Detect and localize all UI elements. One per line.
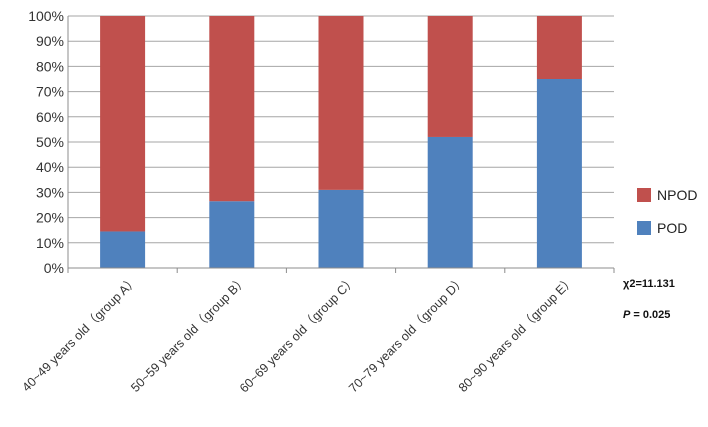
bar-pod-3 bbox=[318, 189, 364, 268]
legend-swatch-npod bbox=[637, 188, 651, 202]
x-tick-label: 50~59 years old（group B） bbox=[128, 273, 250, 395]
bar-pod-1 bbox=[100, 231, 146, 268]
bar-npod-1 bbox=[100, 16, 146, 232]
bar-npod-5 bbox=[536, 16, 582, 79]
p-label: P bbox=[623, 309, 631, 321]
legend-swatch-pod bbox=[637, 221, 651, 235]
y-tick-label: 90% bbox=[36, 33, 64, 49]
bar-pod-2 bbox=[209, 201, 255, 268]
y-tick-label: 70% bbox=[36, 84, 64, 100]
bar-npod-3 bbox=[318, 16, 364, 190]
legend-label-pod: POD bbox=[657, 220, 687, 236]
x-tick-label: 60~69 years old（group C） bbox=[237, 273, 359, 395]
y-axis-ticks: 0% 10% 20% 30% 40% 50% 60% 70% 80% 90% 100% bbox=[28, 8, 64, 276]
axes bbox=[67, 16, 615, 273]
x-tick-label: 40~49 years old（group A） bbox=[20, 273, 141, 394]
y-tick-label: 20% bbox=[36, 210, 64, 226]
bar-npod-2 bbox=[209, 16, 255, 202]
chi-square-text: χ2=11.131 bbox=[623, 278, 675, 290]
p-value: = 0.025 bbox=[630, 309, 670, 321]
p-value-text: P = 0.025 bbox=[623, 309, 670, 321]
bar-pod-5 bbox=[536, 79, 582, 268]
y-tick-label: 60% bbox=[36, 109, 64, 125]
bar-npod-4 bbox=[427, 16, 473, 137]
legend: NPOD POD bbox=[637, 187, 697, 236]
y-tick-label: 30% bbox=[36, 184, 64, 200]
bars bbox=[100, 16, 582, 268]
x-tick-label: 80~90 years old（group E） bbox=[456, 273, 578, 395]
y-tick-label: 10% bbox=[36, 235, 64, 251]
y-tick-label: 50% bbox=[36, 134, 64, 150]
bar-pod-4 bbox=[427, 136, 473, 268]
y-tick-label: 80% bbox=[36, 58, 64, 74]
y-tick-label: 40% bbox=[36, 159, 64, 175]
y-tick-label: 100% bbox=[28, 8, 64, 24]
x-tick-label: 70~79 years old（group D） bbox=[346, 273, 468, 395]
x-axis-ticks: 40~49 years old（group A）50~59 years old（… bbox=[20, 273, 578, 395]
legend-label-npod: NPOD bbox=[657, 187, 697, 203]
y-tick-label: 0% bbox=[44, 260, 64, 276]
statistics-annotation: χ2=11.131 P = 0.025 bbox=[623, 278, 675, 321]
